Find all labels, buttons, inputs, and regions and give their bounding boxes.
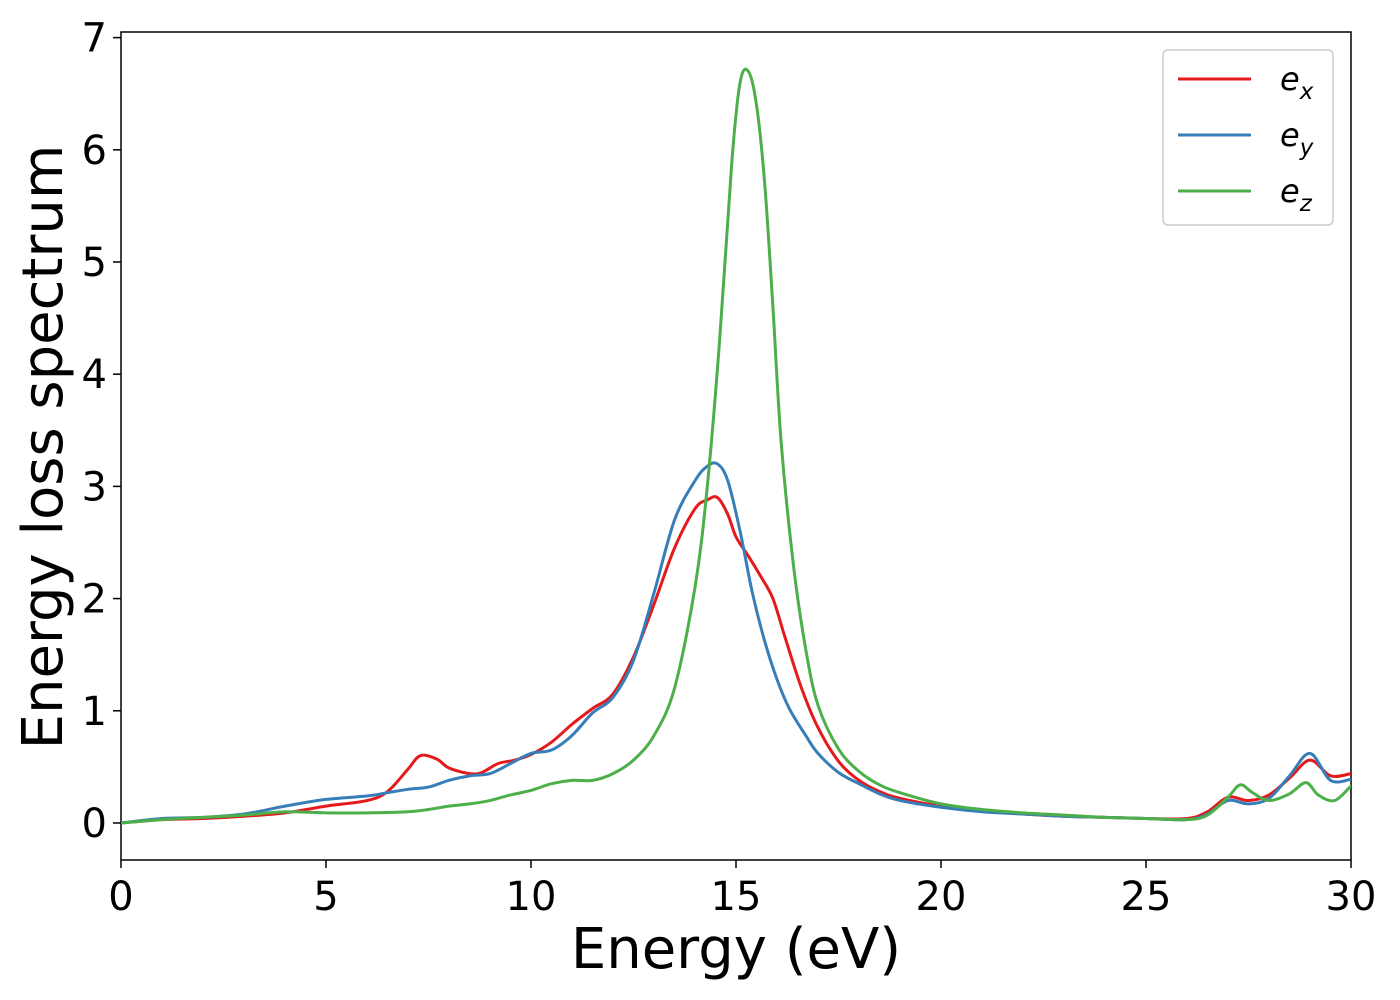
- plot-area: [120, 31, 1352, 861]
- series-layer: [121, 67, 1351, 825]
- x-tick-label: 20: [916, 874, 967, 920]
- y-tick-label: 7: [82, 16, 107, 62]
- y-tick-label: 6: [82, 128, 107, 174]
- x-tick-label: 15: [711, 874, 762, 920]
- y-tick-label: 0: [82, 801, 107, 847]
- x-tick-label: 30: [1326, 874, 1377, 920]
- plot-frame: [120, 31, 1352, 861]
- legend-box: [1162, 49, 1334, 226]
- y-tick-label: 2: [82, 577, 107, 623]
- legend: ex ey ez: [1162, 49, 1334, 226]
- y-tick-label: 4: [82, 352, 107, 398]
- series-line-ez: [121, 67, 1351, 825]
- y-tick-label: 5: [82, 240, 107, 286]
- x-tick-label: 5: [313, 874, 338, 920]
- legend-label: ex: [1280, 60, 1314, 105]
- y-tick-label: 1: [82, 689, 107, 735]
- y-axis-label: Energy loss spectrum: [11, 145, 76, 750]
- legend-label: ez: [1280, 172, 1313, 217]
- y-tick-label: 3: [82, 464, 107, 510]
- y-axis-ticks: 0 1 2 3 4 5 6 7: [82, 16, 121, 847]
- x-tick-label: 10: [506, 874, 557, 920]
- x-axis-label: Energy (eV): [571, 917, 901, 982]
- x-axis-ticks: 0 5 10 15 20 25 30: [108, 860, 1376, 920]
- x-tick-label: 25: [1121, 874, 1172, 920]
- legend-label: ey: [1280, 116, 1314, 161]
- x-tick-label: 0: [108, 874, 133, 920]
